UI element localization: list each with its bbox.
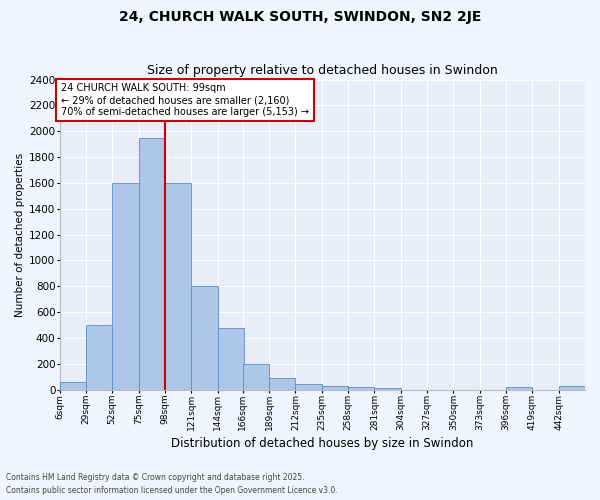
Text: Contains HM Land Registry data © Crown copyright and database right 2025.
Contai: Contains HM Land Registry data © Crown c… <box>6 474 338 495</box>
Bar <box>218 328 244 390</box>
Y-axis label: Number of detached properties: Number of detached properties <box>15 152 25 316</box>
Bar <box>112 183 139 390</box>
Bar <box>243 364 269 390</box>
Bar <box>348 387 374 390</box>
Bar <box>59 382 86 390</box>
Bar <box>322 386 348 390</box>
Title: Size of property relative to detached houses in Swindon: Size of property relative to detached ho… <box>147 64 497 77</box>
Text: 24, CHURCH WALK SOUTH, SWINDON, SN2 2JE: 24, CHURCH WALK SOUTH, SWINDON, SN2 2JE <box>119 10 481 24</box>
Bar <box>559 386 585 390</box>
Bar <box>269 378 295 390</box>
Text: 24 CHURCH WALK SOUTH: 99sqm
← 29% of detached houses are smaller (2,160)
70% of : 24 CHURCH WALK SOUTH: 99sqm ← 29% of det… <box>61 84 309 116</box>
Bar <box>191 286 218 390</box>
Bar <box>506 387 532 390</box>
Bar <box>295 384 322 390</box>
X-axis label: Distribution of detached houses by size in Swindon: Distribution of detached houses by size … <box>171 437 473 450</box>
Bar <box>86 325 112 390</box>
Bar <box>374 388 401 390</box>
Bar <box>165 183 191 390</box>
Bar <box>139 138 165 390</box>
